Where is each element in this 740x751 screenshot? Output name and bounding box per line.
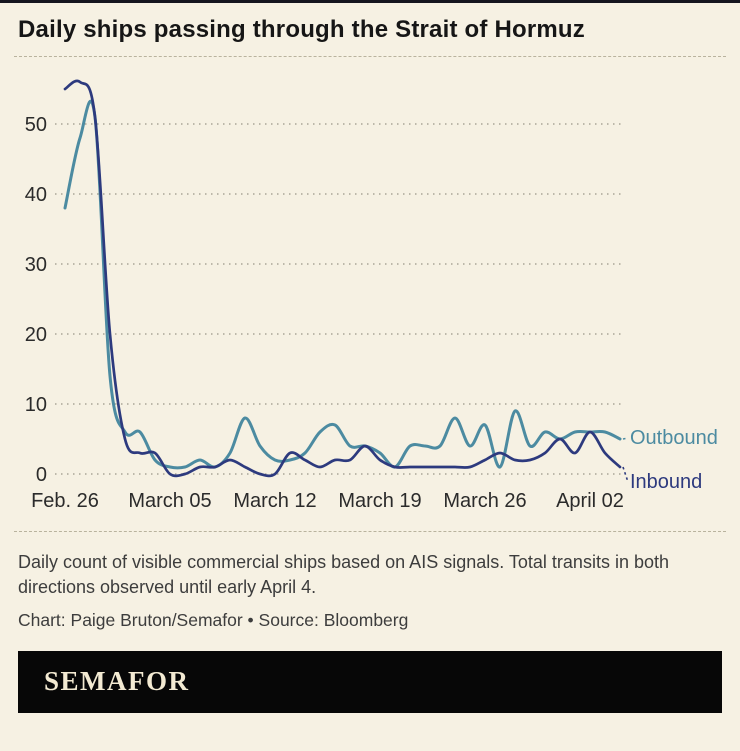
series-line-inbound	[63, 79, 622, 478]
semafor-logo-bar: SEMAFOR	[18, 650, 722, 713]
chart-credit: Chart: Paige Bruton/Semafor • Source: Bl…	[18, 609, 409, 630]
y-tick-label: 50	[25, 114, 47, 136]
x-tick-label: March 05	[128, 490, 211, 512]
series-label-connector	[622, 466, 629, 483]
semafor-logo: SEMAFOR	[44, 666, 190, 697]
series-line-outbound	[63, 99, 622, 470]
y-tick-label: 0	[36, 464, 47, 486]
series-label-connector	[622, 437, 629, 440]
ships-line-chart-svg: 0 10 20 30 40 50 Feb. 26 March 05 March 12 March …	[25, 79, 718, 512]
x-tick-label: March 12	[233, 490, 316, 512]
y-tick-label: 10	[25, 394, 47, 416]
x-tick-label: Feb. 26	[31, 490, 99, 512]
x-tick-label: March 26	[443, 490, 526, 512]
bottom-separator	[14, 531, 726, 532]
y-tick-label: 30	[25, 254, 47, 276]
line-chart: 0 10 20 30 40 50 Feb. 26 March 05 March 12 March …	[0, 61, 740, 531]
series-label-inbound: Inbound	[630, 471, 702, 493]
x-tick-label: April 02	[556, 490, 624, 512]
y-tick-label: 40	[25, 184, 47, 206]
top-separator	[14, 56, 726, 57]
series-label-outbound: Outbound	[630, 427, 718, 449]
x-tick-label: March 19	[338, 490, 421, 512]
chart-caption: Daily count of visible commercial ships …	[18, 552, 669, 597]
y-tick-label: 20	[25, 324, 47, 346]
page-title: Daily ships passing through the Strait o…	[18, 16, 585, 43]
